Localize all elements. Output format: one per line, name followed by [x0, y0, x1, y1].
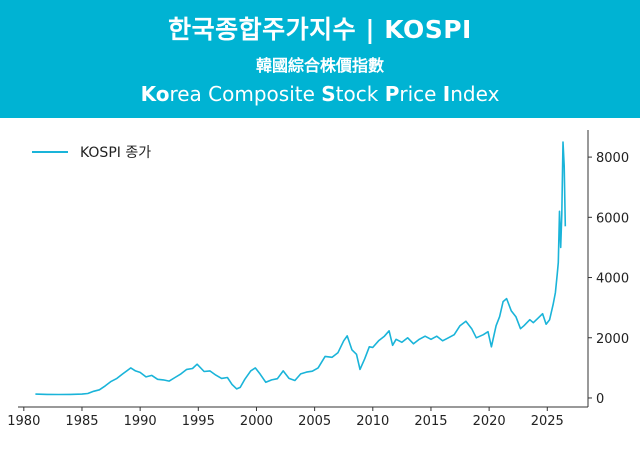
- x-tick-label-2025: 2025: [531, 414, 564, 429]
- header-banner: 한국종합주가지수 | KOSPI 韓國綜合株價指數 Korea Composit…: [0, 0, 640, 118]
- english-title-part-7: ndex: [450, 82, 500, 106]
- x-tick-label-1990: 1990: [124, 414, 157, 429]
- x-tick-label-2005: 2005: [298, 414, 331, 429]
- y-tick-label-8000: 8000: [596, 151, 629, 166]
- english-title-part-5: rice: [399, 82, 443, 106]
- legend-label-0: KOSPI 종가: [80, 145, 151, 161]
- x-tick-label-1985: 1985: [65, 414, 98, 429]
- y-tick-label-4000: 4000: [596, 272, 629, 287]
- x-tick-label-2020: 2020: [473, 414, 506, 429]
- y-tick-label-0: 0: [596, 392, 604, 407]
- y-tick-label-6000: 6000: [596, 211, 629, 226]
- english-title-part-0: Ko: [140, 82, 170, 106]
- english-title-part-2: S: [321, 82, 336, 106]
- hanja-title: 韓國綜合株價指數: [255, 56, 384, 75]
- english-title-part-1: rea Composite: [169, 82, 322, 106]
- english-title-part-4: P: [384, 82, 400, 106]
- series-line-0: [35, 141, 567, 396]
- x-tick-label-1980: 1980: [7, 414, 40, 429]
- x-tick-label-1995: 1995: [182, 414, 215, 429]
- english-title-part-6: I: [442, 82, 451, 106]
- x-tick-label-2015: 2015: [414, 414, 447, 429]
- x-tick-label-2000: 2000: [240, 414, 273, 429]
- kospi-line-chart: 1980 1985 1990 1995 2000 2005 2010 2015 2020 2025…: [7, 130, 629, 429]
- english-title: Korea Composite Stock Price Index: [0, 82, 640, 106]
- english-title-part-3: tock: [335, 82, 385, 106]
- page-title: 한국종합주가지수 | KOSPI: [168, 15, 472, 44]
- y-tick-label-2000: 2000: [596, 332, 629, 347]
- chart-area: 1980 1985 1990 1995 2000 2005 2010 2015 2020 2025…: [0, 118, 640, 449]
- x-tick-label-2010: 2010: [356, 414, 389, 429]
